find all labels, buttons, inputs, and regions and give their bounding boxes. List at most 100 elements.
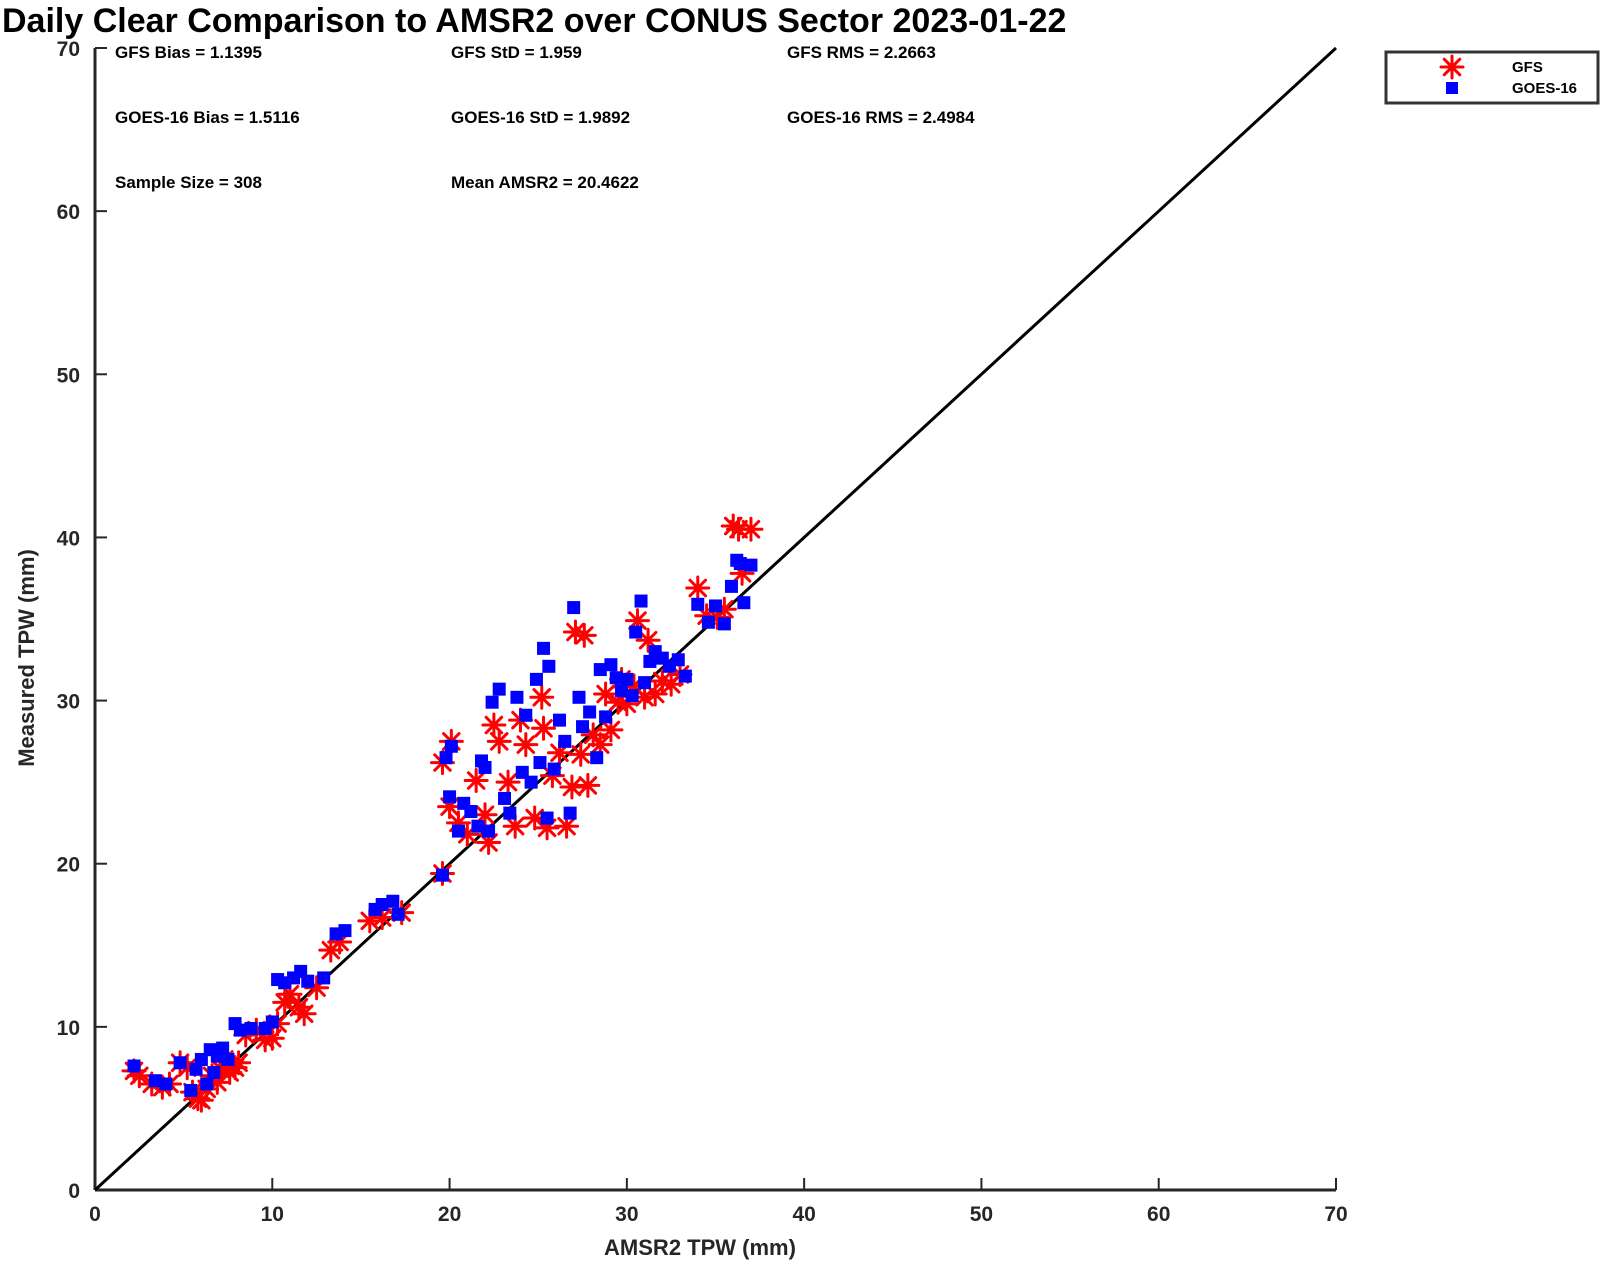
gfs-point [571, 622, 597, 648]
chart-title: Daily Clear Comparison to AMSR2 over CON… [2, 2, 1066, 40]
asterisk-stroke [1442, 57, 1462, 77]
y-tick-label: 40 [57, 527, 80, 550]
goes16-point [159, 1077, 173, 1091]
gfs-point [738, 516, 764, 542]
goes16-point [444, 739, 458, 753]
gfs-point [580, 722, 606, 748]
goes16-point [691, 597, 705, 611]
stat-text: GOES-16 RMS = 2.4984 [787, 108, 975, 127]
asterisk-stroke [130, 1066, 149, 1086]
goes16-point [701, 615, 715, 629]
y-tick-label: 0 [68, 1180, 80, 1203]
x-tick-label: 70 [1324, 1203, 1347, 1226]
asterisk-stroke [601, 720, 621, 740]
asterisk-stroke [484, 715, 504, 735]
goes16-point [724, 579, 738, 593]
gfs-point [593, 681, 619, 707]
goes16-point [471, 819, 485, 833]
goes16-point [625, 689, 639, 703]
y-tick-label: 70 [57, 38, 80, 61]
goes16-point [194, 1052, 208, 1066]
goes16-point [638, 676, 652, 690]
goes16-point [233, 1023, 247, 1037]
goes16-point [542, 659, 556, 673]
goes16-point [391, 907, 405, 921]
gfs-point [685, 575, 711, 601]
asterisk-stroke [516, 735, 536, 754]
goes16-point [567, 601, 581, 615]
goes16-point [443, 790, 457, 804]
goes16-point [386, 894, 400, 908]
x-axis-label: AMSR2 TPW (mm) [604, 1235, 796, 1260]
legend-gfs-asterisk [1439, 54, 1465, 80]
goes16-point [482, 824, 496, 838]
x-tick-label: 10 [261, 1203, 284, 1226]
gfs-point [531, 715, 557, 741]
gfs-point [486, 728, 512, 754]
asterisk-stroke [596, 684, 615, 704]
goes16-point [643, 654, 657, 668]
asterisk-stroke [498, 772, 518, 792]
goes16-point [576, 720, 590, 734]
stat-text: Mean AMSR2 = 20.4622 [451, 173, 639, 192]
goes16-point [671, 653, 685, 667]
stat-text: GOES-16 StD = 1.9892 [451, 108, 630, 127]
goes16-point [451, 824, 465, 838]
asterisk-stroke [566, 622, 585, 642]
goes16-point [127, 1059, 141, 1073]
goes16-point [173, 1056, 187, 1070]
asterisk-stroke [715, 599, 734, 619]
goes16-point [717, 617, 731, 631]
y-tick-label: 20 [57, 854, 80, 877]
goes16-point [478, 760, 492, 774]
goes16-point [593, 663, 607, 677]
goes16-point [216, 1041, 230, 1055]
goes16-point [301, 974, 315, 988]
goes16-point [244, 1021, 258, 1035]
asterisk-stroke [635, 688, 654, 707]
gfs-point [481, 712, 507, 738]
x-tick-label: 40 [792, 1203, 815, 1226]
asterisk-stroke [505, 816, 525, 836]
goes16-point [678, 669, 692, 683]
goes16-point [737, 596, 751, 610]
asterisk-stroke [590, 735, 610, 754]
stat-text: GFS StD = 1.959 [451, 43, 582, 62]
asterisk-stroke [741, 519, 761, 539]
asterisk-stroke [177, 1058, 197, 1077]
goes16-point [620, 672, 634, 686]
gfs-point [529, 684, 555, 710]
goes16-point [207, 1066, 221, 1080]
goes16-point [510, 690, 524, 704]
gfs-point [642, 681, 668, 707]
x-tick-label: 30 [615, 1203, 638, 1226]
x-tick-label: 0 [89, 1203, 101, 1226]
asterisk-stroke [489, 732, 509, 751]
legend-gfs-label: GFS [1512, 59, 1543, 76]
goes16-point [317, 971, 331, 985]
asterisk-stroke [532, 688, 552, 707]
gfs-point [568, 741, 594, 767]
goes16-point [533, 756, 547, 770]
goes16-point [439, 751, 453, 765]
legend: GFS GOES-16 [1384, 50, 1600, 105]
goes16-point [503, 806, 517, 820]
goes16-point [552, 713, 566, 727]
legend-box [1384, 50, 1600, 105]
goes16-point [375, 898, 389, 911]
asterisk-stroke [575, 626, 594, 645]
asterisk-stroke [562, 777, 582, 797]
goes16-point [485, 695, 499, 709]
goes16-point [221, 1052, 235, 1066]
asterisk-stroke [653, 671, 672, 691]
y-tick-label: 60 [57, 201, 80, 224]
goes16-point [615, 684, 629, 698]
stat-text: Sample Size = 308 [115, 173, 262, 192]
gfs-point [463, 768, 489, 794]
goes16-point [524, 775, 538, 789]
asterisk-stroke [571, 745, 591, 764]
legend-gfs-marker [1439, 54, 1465, 80]
goes16-point [537, 641, 551, 655]
legend-goes16-label: GOES-16 [1512, 80, 1577, 97]
